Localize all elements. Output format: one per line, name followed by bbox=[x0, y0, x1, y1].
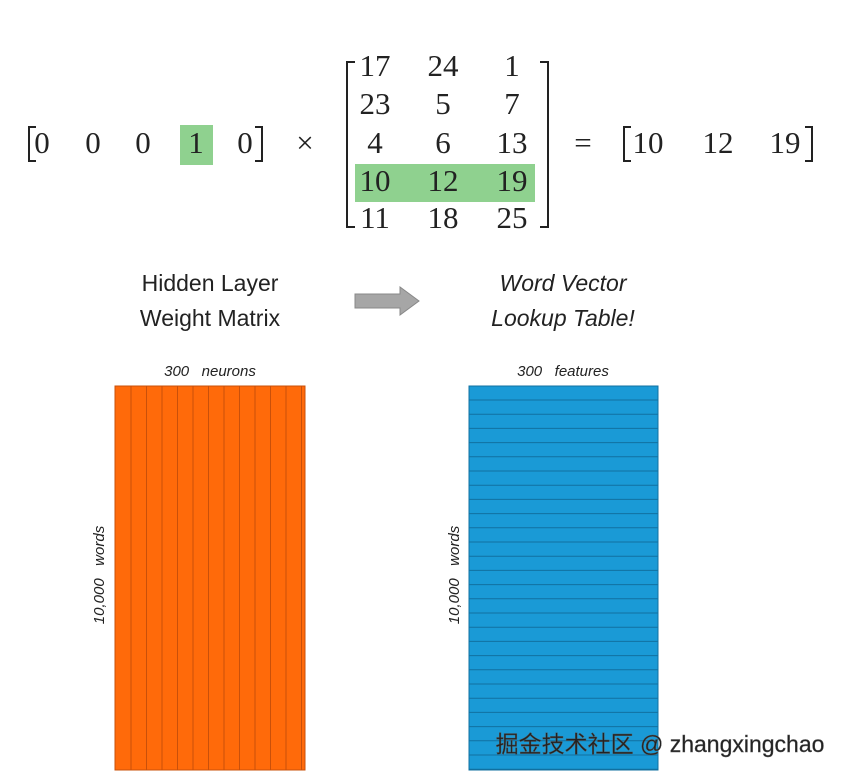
bracket bbox=[346, 61, 355, 228]
arrow bbox=[354, 286, 420, 316]
matrix-entry: 4 bbox=[367, 125, 383, 160]
matrix-entry: 24 bbox=[428, 48, 460, 83]
lookup-table bbox=[468, 385, 659, 771]
vector-entry: 0 bbox=[237, 125, 253, 160]
axis-label: 10,000 words bbox=[91, 525, 108, 624]
label: Lookup Table! bbox=[491, 305, 635, 331]
matrix-entry: 17 bbox=[360, 48, 391, 83]
matrix-entry: 18 bbox=[428, 200, 459, 235]
result-entry: 12 bbox=[703, 125, 734, 160]
matrix-entry: 5 bbox=[435, 86, 451, 121]
axis-label: 300 neurons bbox=[164, 363, 256, 380]
matrix-entry: 23 bbox=[360, 86, 391, 121]
bracket bbox=[28, 126, 36, 162]
vector-entry: 0 bbox=[135, 125, 151, 160]
matrix-body bbox=[468, 385, 659, 771]
bracket bbox=[623, 126, 631, 162]
matrix-entry: 6 bbox=[435, 125, 451, 160]
axis-label: 300 features bbox=[517, 363, 609, 380]
watermark: 掘金技术社区 @ zhangxingchao bbox=[496, 731, 825, 757]
matrix-entry: 12 bbox=[428, 163, 459, 198]
bracket bbox=[540, 61, 549, 228]
highlight-one bbox=[180, 125, 213, 165]
equals-sign: = bbox=[574, 125, 591, 160]
label: Hidden Layer bbox=[142, 270, 279, 296]
result-entry: 10 bbox=[633, 125, 664, 160]
matrix-entry: 11 bbox=[360, 200, 390, 235]
matrix-entry: 13 bbox=[497, 125, 528, 160]
vector-entry: 0 bbox=[34, 125, 50, 160]
matrix-entry: 10 bbox=[360, 163, 391, 198]
label: Word Vector bbox=[500, 270, 628, 296]
vector-entry: 1 bbox=[188, 125, 204, 160]
matrix-body bbox=[114, 385, 306, 771]
matrix-entry: 1 bbox=[504, 48, 520, 83]
vector-entry: 0 bbox=[85, 125, 101, 160]
brackets bbox=[28, 61, 813, 228]
axis-label: 10,000 words bbox=[446, 525, 463, 624]
matrix-entry: 7 bbox=[504, 86, 520, 121]
matrix-entry: 19 bbox=[497, 163, 528, 198]
matrix-entry: 25 bbox=[497, 200, 528, 235]
bracket bbox=[805, 126, 813, 162]
times-sign: × bbox=[296, 125, 313, 160]
highlight-row bbox=[355, 164, 535, 202]
result-entry: 19 bbox=[770, 125, 801, 160]
label: Weight Matrix bbox=[140, 305, 281, 331]
bracket bbox=[255, 126, 263, 162]
weight-matrix bbox=[114, 385, 306, 771]
